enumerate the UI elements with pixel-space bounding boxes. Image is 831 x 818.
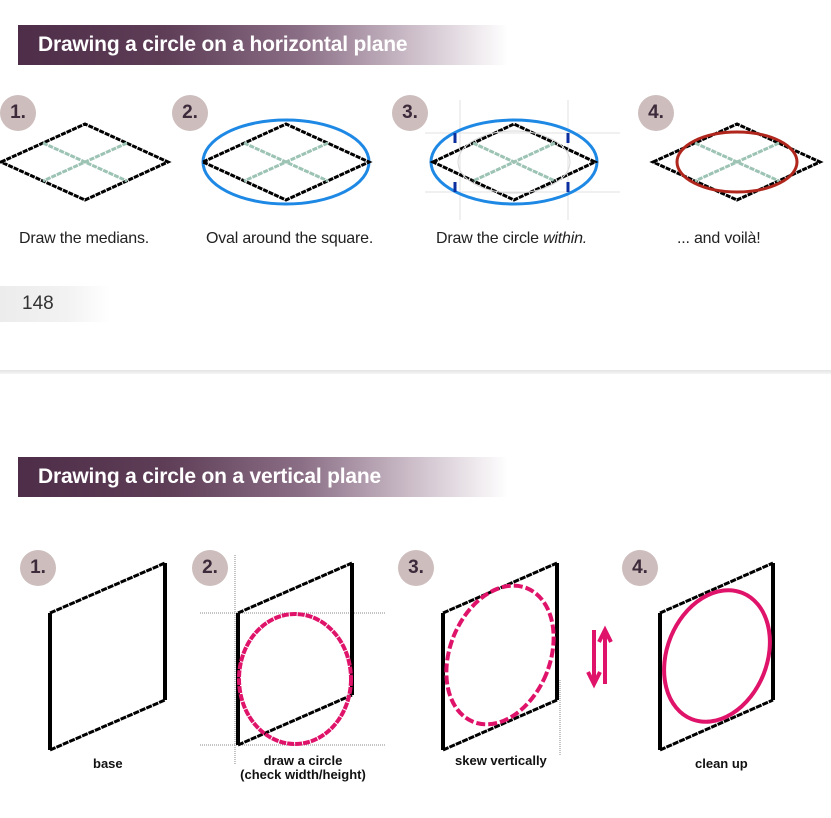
step-badge-v2: 2. [192, 550, 228, 586]
circle-within-figure [425, 100, 620, 220]
step-caption-3: Draw the circle within. [436, 230, 587, 248]
step-caption-4: ... and voilà! [677, 230, 761, 247]
step-caption-3-emphasis: within. [543, 230, 588, 247]
swap-arrows-icon [586, 625, 613, 689]
step-caption-2: Oval around the square. [206, 230, 374, 247]
page-number: 148 [0, 286, 110, 322]
step-badge-v3: 3. [398, 550, 434, 586]
skew-vertically-figure [441, 561, 561, 755]
clean-up-figure [658, 561, 775, 752]
step-badge-2: 2. [172, 95, 208, 131]
step-caption-3-text: Draw the circle [436, 230, 544, 247]
rhombus-medians-figure [0, 122, 172, 202]
step-caption-v4: clean up [695, 756, 748, 771]
step-caption-v1: base [93, 756, 123, 771]
step-caption-v3: skew vertically [455, 753, 547, 768]
step-badge-3: 3. [392, 95, 428, 131]
step-badge-v1: 1. [20, 550, 56, 586]
step-caption-v2-line2: (check width/height) [240, 767, 366, 782]
step-caption-v2-line1: draw a circle [263, 753, 343, 768]
step-badge-v4: 4. [622, 550, 658, 586]
draw-circle-figure [200, 555, 385, 765]
section-title-horizontal: Drawing a circle on a horizontal plane [18, 25, 508, 65]
parallelogram-base-figure [48, 561, 167, 752]
step-badge-1: 1. [0, 95, 36, 131]
oval-around-square-figure [199, 118, 373, 206]
step-caption-1: Draw the medians. [19, 230, 149, 247]
final-circle-figure [649, 122, 824, 202]
step-badge-4: 4. [638, 95, 674, 131]
step-caption-v2: draw a circle (check width/height) [238, 754, 368, 782]
section-title-vertical: Drawing a circle on a vertical plane [18, 457, 508, 497]
section-divider [0, 370, 831, 374]
